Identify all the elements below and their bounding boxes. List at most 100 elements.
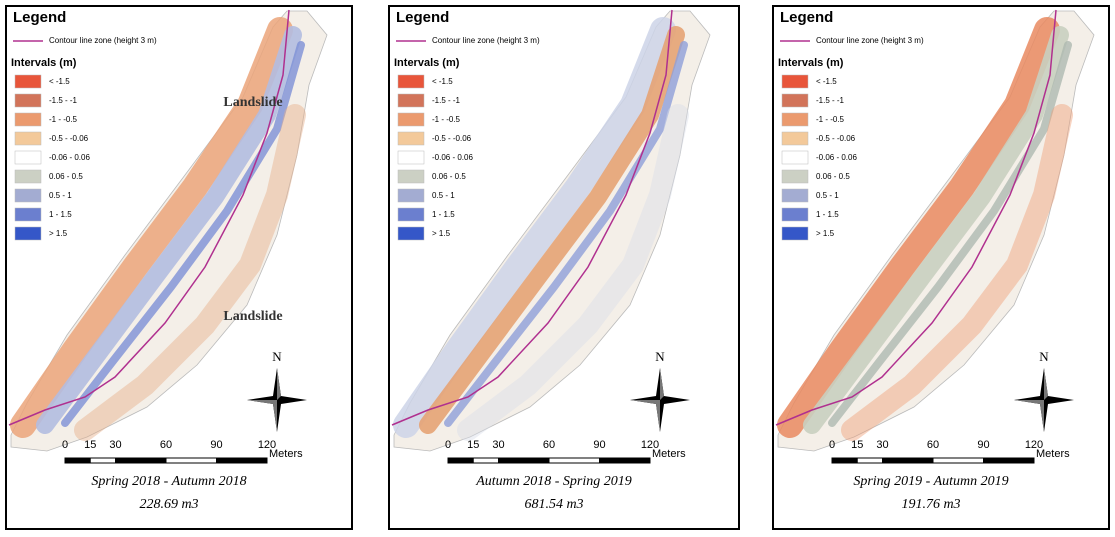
legend-label: < -1.5 [49, 77, 70, 86]
scale-unit: Meters [1036, 448, 1070, 460]
volume-caption: 191.76 m3 [901, 497, 960, 512]
legend-label: -1.5 - -1 [432, 96, 461, 105]
annotation: Landslide [223, 95, 282, 110]
scale-segment [883, 458, 934, 463]
legend-swatch [398, 227, 424, 240]
legend-swatch [15, 132, 41, 145]
scale-unit: Meters [652, 448, 686, 460]
period-caption: Spring 2019 - Autumn 2019 [853, 474, 1008, 489]
scale-tick-label: 0 [62, 439, 68, 451]
legend-swatch [398, 94, 424, 107]
legend-label: -0.06 - 0.06 [816, 153, 857, 162]
legend-label: -1.5 - -1 [49, 96, 78, 105]
scale-segment [90, 458, 115, 463]
legend-swatch [782, 170, 808, 183]
scale-tick-label: 60 [543, 439, 555, 451]
scale-segment [933, 458, 984, 463]
north-label: N [272, 349, 282, 364]
legend-label: -0.5 - -0.06 [432, 134, 472, 143]
north-label: N [655, 349, 665, 364]
scale-tick-label: 30 [492, 439, 504, 451]
legend-label: 0.5 - 1 [816, 191, 839, 200]
legend-label: 1 - 1.5 [432, 210, 455, 219]
legend-swatch [15, 151, 41, 164]
scale-segment [549, 458, 600, 463]
scale-segment [166, 458, 217, 463]
legend-label: > 1.5 [432, 229, 451, 238]
volume-caption: 228.69 m3 [139, 497, 198, 512]
legend-swatch [15, 227, 41, 240]
scale-segment [65, 458, 90, 463]
north-label: N [1039, 349, 1049, 364]
legend-swatch [782, 189, 808, 202]
legend-contour-label: Contour line zone (height 3 m) [49, 36, 157, 45]
legend-swatch [15, 170, 41, 183]
map-panel: LegendContour line zone (height 3 m)Inte… [773, 6, 1109, 529]
legend-swatch [782, 227, 808, 240]
legend-label: -0.06 - 0.06 [49, 153, 90, 162]
scale-tick-label: 15 [84, 439, 96, 451]
legend-label: < -1.5 [432, 77, 453, 86]
scale-unit: Meters [269, 448, 303, 460]
scale-tick-label: 90 [210, 439, 222, 451]
legend-swatch [15, 208, 41, 221]
legend-label: -1 - -0.5 [816, 115, 845, 124]
legend-label: < -1.5 [816, 77, 837, 86]
scale-segment [448, 458, 473, 463]
intervals-title: Intervals (m) [11, 57, 77, 69]
legend-swatch [398, 113, 424, 126]
annotation: Landslide [223, 309, 282, 324]
map-panel: Legend Contour line zone (height 3 m) Inte… [6, 6, 352, 529]
scale-tick-label: 30 [109, 439, 121, 451]
legend-label: 0.5 - 1 [432, 191, 455, 200]
scale-tick-label: 15 [851, 439, 863, 451]
scale-tick-label: 0 [829, 439, 835, 451]
legend-swatch [398, 132, 424, 145]
legend-swatch [782, 208, 808, 221]
legend-label: 1 - 1.5 [49, 210, 72, 219]
legend-swatch [15, 94, 41, 107]
legend-swatch [782, 75, 808, 88]
legend-label: 0.06 - 0.5 [816, 172, 850, 181]
scale-tick-label: 90 [593, 439, 605, 451]
scale-segment [984, 458, 1035, 463]
period-caption: Autumn 2018 - Spring 2019 [475, 474, 632, 489]
legend-swatch [782, 113, 808, 126]
scale-tick-label: 60 [160, 439, 172, 451]
scale-tick-label: 90 [977, 439, 989, 451]
legend-title: Legend [396, 9, 449, 26]
legend-label: -1 - -0.5 [49, 115, 78, 124]
legend-swatch [782, 132, 808, 145]
legend-swatch [15, 189, 41, 202]
legend-label: -0.5 - -0.06 [49, 134, 89, 143]
legend-swatch [398, 75, 424, 88]
legend-swatch [398, 208, 424, 221]
legend-contour-label: Contour line zone (height 3 m) [432, 36, 540, 45]
legend-label: -1 - -0.5 [432, 115, 461, 124]
legend-swatch [782, 94, 808, 107]
legend-label: 0.5 - 1 [49, 191, 72, 200]
intervals-title: Intervals (m) [394, 57, 460, 69]
legend-label: 1 - 1.5 [816, 210, 839, 219]
legend-contour-label: Contour line zone (height 3 m) [816, 36, 924, 45]
legend-swatch [15, 75, 41, 88]
period-caption: Spring 2018 - Autumn 2018 [91, 474, 246, 489]
legend-label: -0.5 - -0.06 [816, 134, 856, 143]
legend-swatch [782, 151, 808, 164]
scale-tick-label: 60 [927, 439, 939, 451]
legend-swatch [398, 151, 424, 164]
legend-title: Legend [13, 9, 66, 26]
scale-tick-label: 30 [876, 439, 888, 451]
scale-segment [499, 458, 550, 463]
legend-swatch [398, 170, 424, 183]
scale-segment [857, 458, 882, 463]
intervals-title: Intervals (m) [778, 57, 844, 69]
legend-label: -0.06 - 0.06 [432, 153, 473, 162]
map-panel: Legend Contour line zone (height 3 m) Inte… [389, 6, 739, 529]
scale-tick-label: 15 [467, 439, 479, 451]
legend-label: 0.06 - 0.5 [49, 172, 83, 181]
legend-label: > 1.5 [816, 229, 835, 238]
figure: Legend Contour line zone (height 3 m) Inte… [0, 0, 1115, 537]
legend-label: -1.5 - -1 [816, 96, 845, 105]
scale-segment [600, 458, 651, 463]
